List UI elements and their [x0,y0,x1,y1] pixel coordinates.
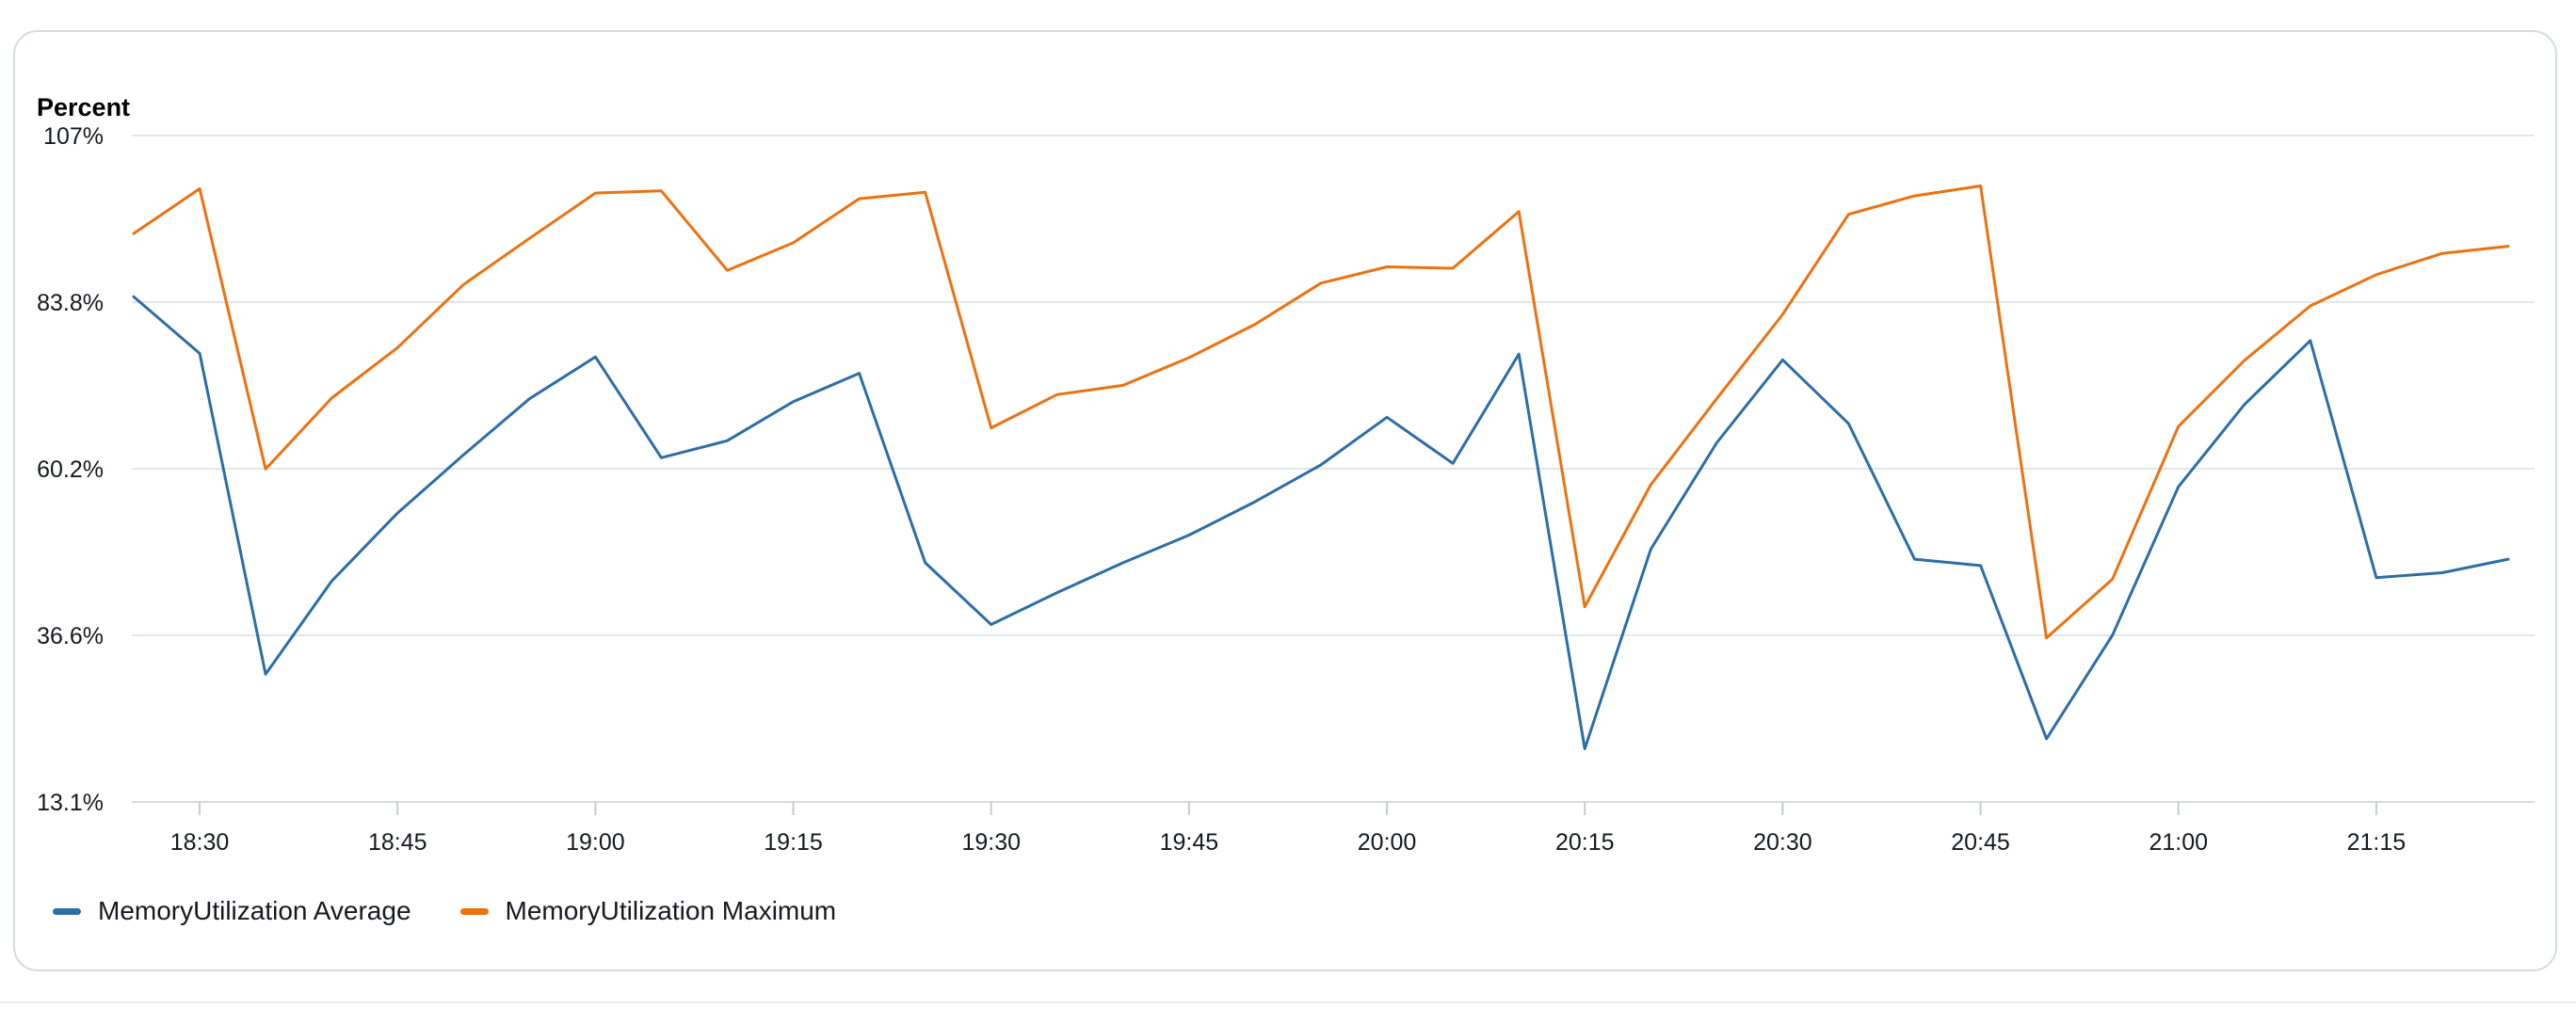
legend-swatch-maximum [459,907,489,915]
chart-panel [13,30,2557,971]
x-tick-label: 21:15 [2347,829,2407,856]
x-tick-label: 21:00 [2149,829,2208,856]
x-tick-label: 19:30 [961,829,1021,856]
legend-swatch-average [53,907,81,915]
legend-label-maximum: MemoryUtilization Maximum [505,896,837,925]
x-tick-label: 20:15 [1555,829,1615,856]
x-tick-label: 18:30 [170,829,230,856]
x-tick-label: 19:45 [1160,829,1219,856]
y-tick-label: 36.6% [37,623,104,649]
legend-item-average[interactable]: MemoryUtilization Average [53,896,411,926]
y-tick-label: 60.2% [37,456,104,483]
series-line-maximum [132,184,2510,640]
y-tick-label: 13.1% [37,790,104,816]
y-axis-label: Percent [37,93,130,121]
x-tick-label: 20:45 [1951,829,2010,856]
x-tick-label: 19:00 [566,829,625,856]
legend-label-average: MemoryUtilization Average [98,896,411,925]
x-tick-label: 18:45 [368,829,427,856]
x-tick-label: 20:30 [1753,829,1812,856]
y-tick-label: 107% [43,123,104,150]
series-line-average [132,295,2510,750]
x-tick-label: 20:00 [1358,829,1417,856]
chart-legend: MemoryUtilization Average MemoryUtilizat… [53,896,836,926]
legend-item-maximum[interactable]: MemoryUtilization Maximum [459,896,837,926]
page-divider [0,1001,2576,1003]
x-tick-label: 19:15 [764,829,823,856]
y-tick-label: 83.8% [37,290,104,316]
